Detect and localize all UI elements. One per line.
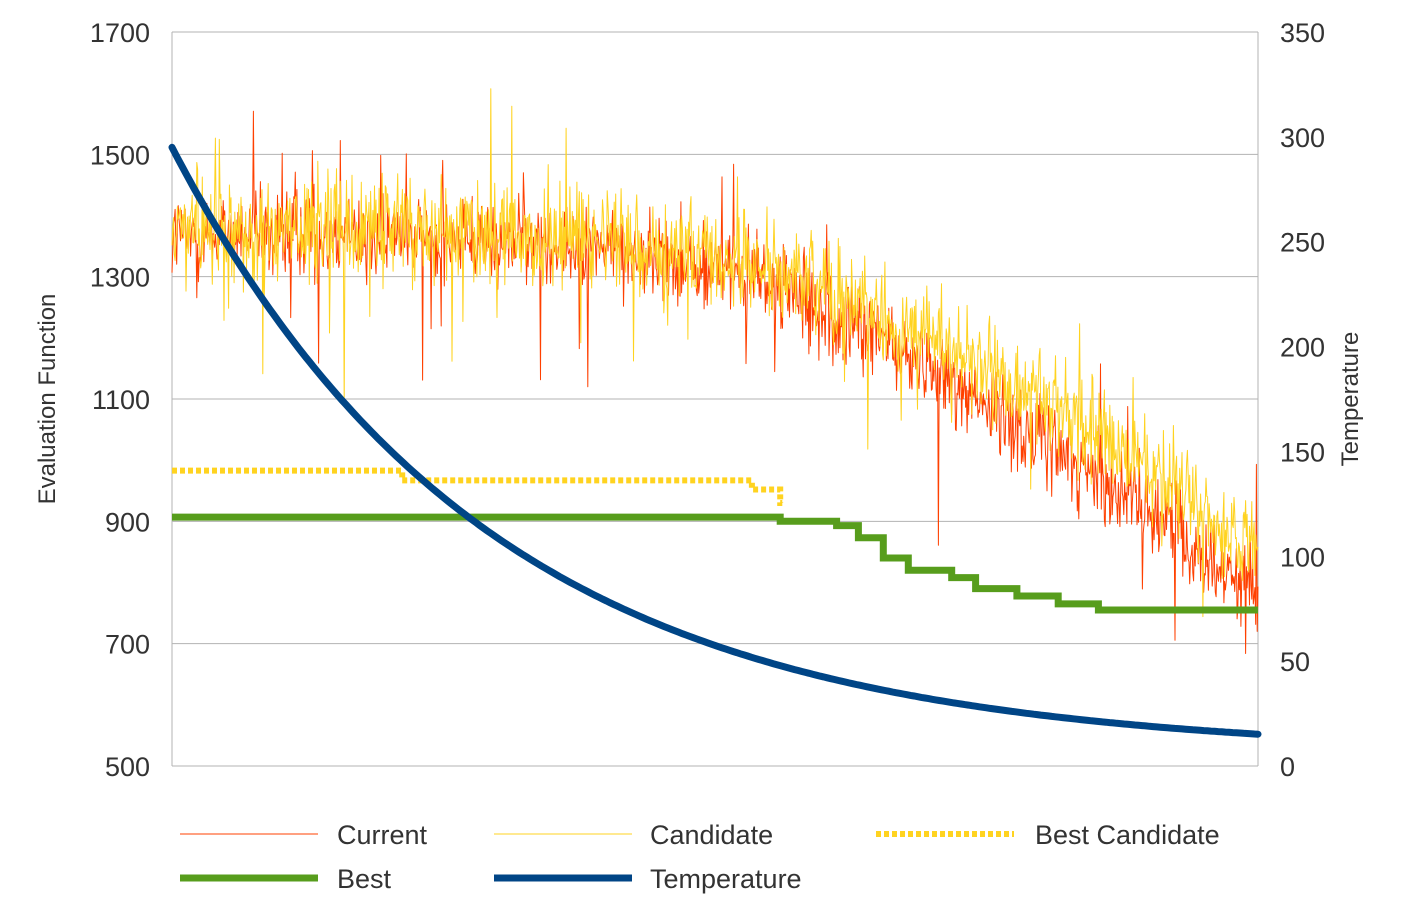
series-line-best [172, 513, 1258, 614]
axes: Evaluation Function Temperature 50070090… [34, 18, 1364, 782]
y-right-tick-label: 100 [1280, 542, 1325, 572]
legend-label: Best [337, 864, 392, 894]
y-left-tick-label: 1500 [90, 140, 150, 170]
legend-item: Best Candidate [876, 820, 1220, 850]
y-right-tick-label: 200 [1280, 333, 1325, 363]
legend-item: Temperature [494, 864, 802, 894]
y-left-tick-label: 1100 [92, 385, 150, 415]
legend-item: Best [180, 864, 392, 894]
y-right-tick-label: 350 [1280, 18, 1325, 48]
series-line-temperature [168, 143, 1262, 738]
series-line-best-candidate [172, 467, 784, 506]
legend-item: Current [180, 820, 428, 850]
y-left-tick-label: 500 [105, 752, 150, 782]
legend-item: Candidate [494, 820, 773, 850]
y-left-tick-label: 900 [105, 507, 150, 537]
series-line-candidate [171, 88, 1259, 618]
gridlines [171, 31, 1259, 767]
y-right-axis-title: Temperature [1337, 332, 1364, 467]
legend-label: Candidate [650, 820, 773, 850]
y-right-tick-label: 50 [1280, 647, 1310, 677]
y-right-tick-label: 150 [1280, 437, 1325, 467]
legend-label: Temperature [650, 864, 802, 894]
y-right-tick-label: 0 [1280, 752, 1295, 782]
y-left-tick-label: 700 [105, 630, 150, 660]
y-right-tick-label: 250 [1280, 228, 1325, 258]
legend: Current Candidate Best Candidate Best Temper… [180, 820, 1220, 894]
legend-label: Best Candidate [1035, 820, 1220, 850]
legend-label: Current [337, 820, 428, 850]
y-right-tick-label: 300 [1280, 123, 1325, 153]
y-left-tick-label: 1700 [90, 18, 150, 48]
y-left-tick-label: 1300 [90, 263, 150, 293]
y-left-axis-title: Evaluation Function [34, 294, 61, 505]
plot-area [168, 88, 1262, 738]
